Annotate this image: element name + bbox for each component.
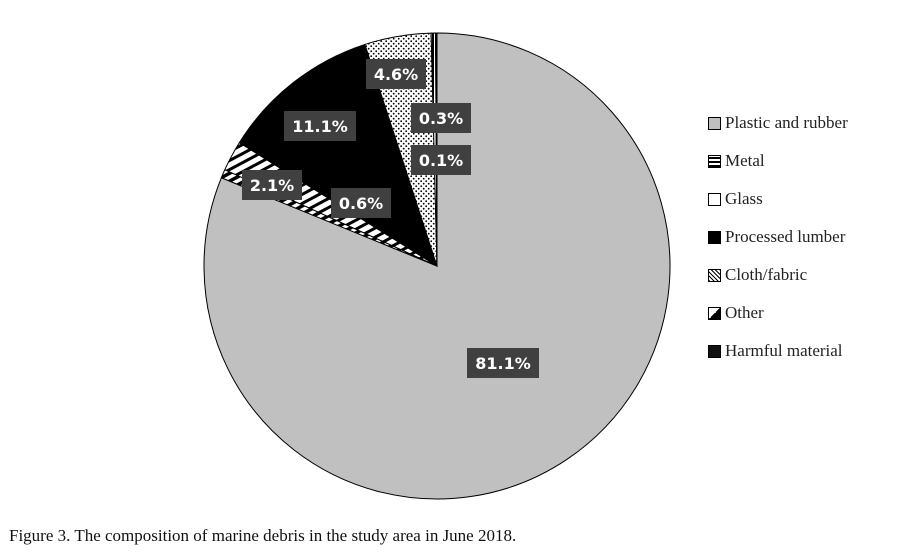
- data-label-text: 2.1%: [250, 176, 294, 195]
- legend-swatch-plastic: [708, 116, 721, 130]
- legend-label-processed-lumber: Processed lumber: [725, 227, 846, 246]
- legend: Plastic and rubber Metal Glass Processed…: [708, 104, 848, 370]
- legend-label-glass: Glass: [725, 189, 763, 208]
- figure-caption: Figure 3. The composition of marine debr…: [9, 526, 517, 545]
- data-label-box: [467, 348, 539, 378]
- data-label-text: 0.1%: [419, 151, 463, 170]
- legend-swatch-glass: [708, 192, 721, 206]
- data-label-other: 0.3%: [411, 103, 471, 133]
- data-label-processed-lumber: 11.1%: [284, 111, 356, 141]
- data-label-box: [411, 103, 471, 133]
- legend-label-cloth: Cloth/fabric: [725, 265, 808, 284]
- legend-swatch-cloth: [708, 268, 721, 282]
- data-label-box: [284, 111, 356, 141]
- legend-swatch-processed-lumber: [708, 230, 721, 244]
- data-label-box: [331, 188, 391, 218]
- data-label-box: [411, 145, 471, 175]
- data-label-text: 11.1%: [292, 117, 348, 136]
- legend-item-harmful: Harmful material: [708, 332, 848, 370]
- legend-item-processed-lumber: Processed lumber: [708, 218, 848, 256]
- data-label-glass: 2.1%: [242, 170, 302, 200]
- legend-item-metal: Metal: [708, 142, 848, 180]
- data-label-box: [242, 170, 302, 200]
- data-label-text: 0.6%: [339, 194, 383, 213]
- legend-label-harmful: Harmful material: [725, 341, 843, 360]
- legend-label-plastic: Plastic and rubber: [725, 113, 848, 132]
- data-label-text: 81.1%: [475, 354, 531, 373]
- data-label-metal: 0.6%: [331, 188, 391, 218]
- legend-item-plastic: Plastic and rubber: [708, 104, 848, 142]
- legend-item-glass: Glass: [708, 180, 848, 218]
- data-label-cloth: 4.6%: [366, 59, 426, 89]
- data-label-text: 0.3%: [419, 109, 463, 128]
- legend-swatch-harmful: [708, 344, 721, 358]
- legend-swatch-other: [708, 306, 721, 320]
- data-label-plastic: 81.1%: [467, 348, 539, 378]
- legend-label-metal: Metal: [725, 151, 765, 170]
- legend-item-other: Other: [708, 294, 848, 332]
- legend-swatch-metal: [708, 154, 721, 168]
- data-label-text: 4.6%: [374, 65, 418, 84]
- legend-label-other: Other: [725, 303, 764, 322]
- data-label-box: [366, 59, 426, 89]
- data-label-harmful: 0.1%: [411, 145, 471, 175]
- legend-item-cloth: Cloth/fabric: [708, 256, 848, 294]
